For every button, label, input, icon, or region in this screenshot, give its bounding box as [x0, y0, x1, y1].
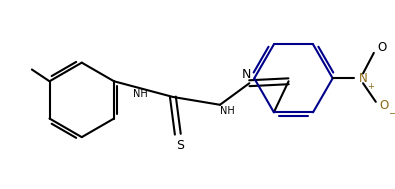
Text: S: S	[176, 139, 184, 153]
Text: N: N	[242, 68, 251, 81]
Text: −: −	[388, 108, 395, 117]
Text: N: N	[359, 72, 367, 85]
Text: NH: NH	[133, 89, 148, 99]
Text: +: +	[367, 82, 374, 91]
Text: O: O	[379, 99, 388, 112]
Text: O: O	[377, 41, 386, 54]
Text: NH: NH	[220, 106, 235, 116]
